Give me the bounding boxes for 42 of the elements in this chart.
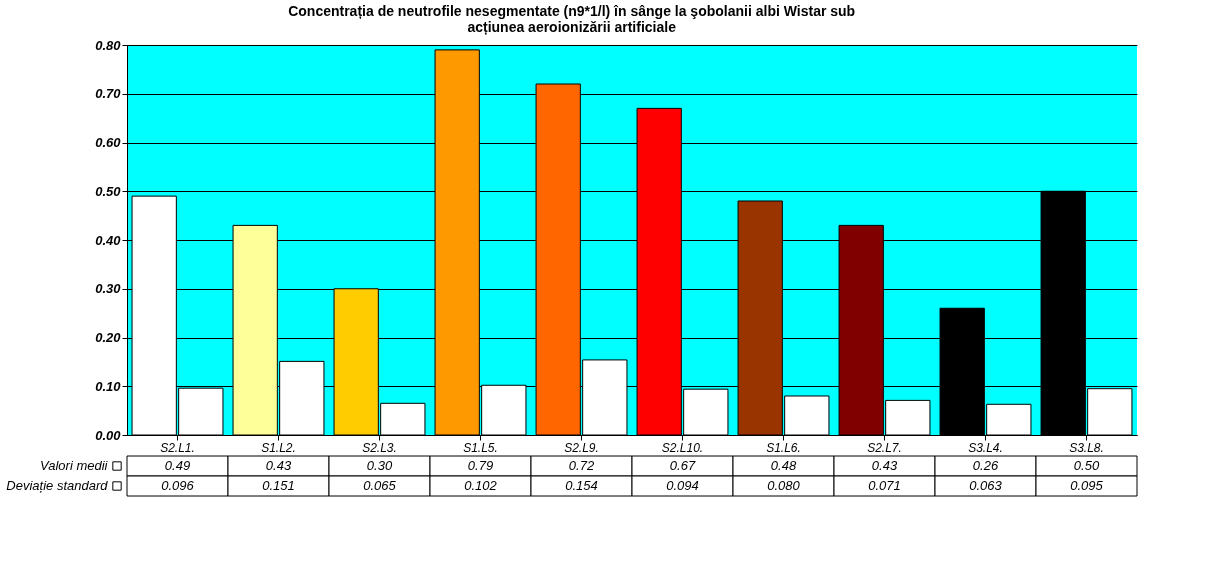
y-tick-label: 0.00: [95, 427, 122, 443]
x-tick-label: S1.L2.: [261, 440, 296, 455]
data-label: 0.67: [669, 458, 696, 473]
data-label: 0.095: [1070, 478, 1104, 493]
data-label: 0.096: [161, 478, 195, 493]
data-label: 0.065: [363, 478, 397, 493]
data-label: 0.48: [770, 458, 797, 473]
y-tick-label: 0.40: [95, 232, 122, 248]
y-tick-label: 0.50: [95, 183, 122, 199]
x-tick-label: S2.L3.: [362, 440, 397, 455]
data-label: 0.49: [164, 458, 191, 473]
data-label: 0.151: [262, 478, 295, 493]
y-tick-label: 0.70: [95, 86, 122, 102]
chart-title: Concentrația de neutrofile nesegmentate (n9*1/l) în sânge la şobolanii albi Wistar sub acțiunea aeroionizării artificiale: [288, 3, 856, 35]
x-tick-label: S3.L4.: [968, 440, 1003, 455]
x-tick-label: S2.L1.: [160, 440, 195, 455]
data-label: 0.071: [868, 478, 901, 493]
legend-label: Valori medii: [40, 458, 109, 473]
data-label: 0.79: [467, 458, 494, 473]
x-tick-label: S2.L7.: [867, 440, 902, 455]
data-label: 0.26: [972, 458, 999, 473]
data-label: 0.154: [565, 478, 598, 493]
y-tick-label: 0.20: [95, 330, 122, 345]
x-tick-label: S2.L9.: [564, 440, 599, 455]
x-tick-label: S1.L6.: [766, 440, 801, 455]
data-label: 0.063: [969, 478, 1003, 493]
x-tick-label: S1.L5.: [463, 440, 498, 455]
data-label: 0.72: [568, 458, 595, 473]
data-label: 0.50: [1073, 458, 1100, 473]
legend-label: Deviație standard: [6, 478, 109, 493]
y-tick-label: 0.80: [95, 37, 122, 53]
x-tick-label: S2.L10.: [661, 440, 704, 455]
y-tick-label: 0.30: [95, 281, 122, 297]
y-tick-label: 0.60: [95, 135, 122, 150]
data-label: 0.094: [666, 478, 699, 493]
y-tick-label: 0.10: [95, 378, 122, 394]
data-label: 0.43: [265, 458, 292, 473]
data-label: 0.30: [366, 458, 393, 473]
data-label: 0.102: [464, 478, 498, 493]
data-label: 0.43: [871, 458, 898, 473]
data-label: 0.080: [767, 478, 801, 493]
x-tick-label: S3.L8.: [1069, 440, 1104, 455]
